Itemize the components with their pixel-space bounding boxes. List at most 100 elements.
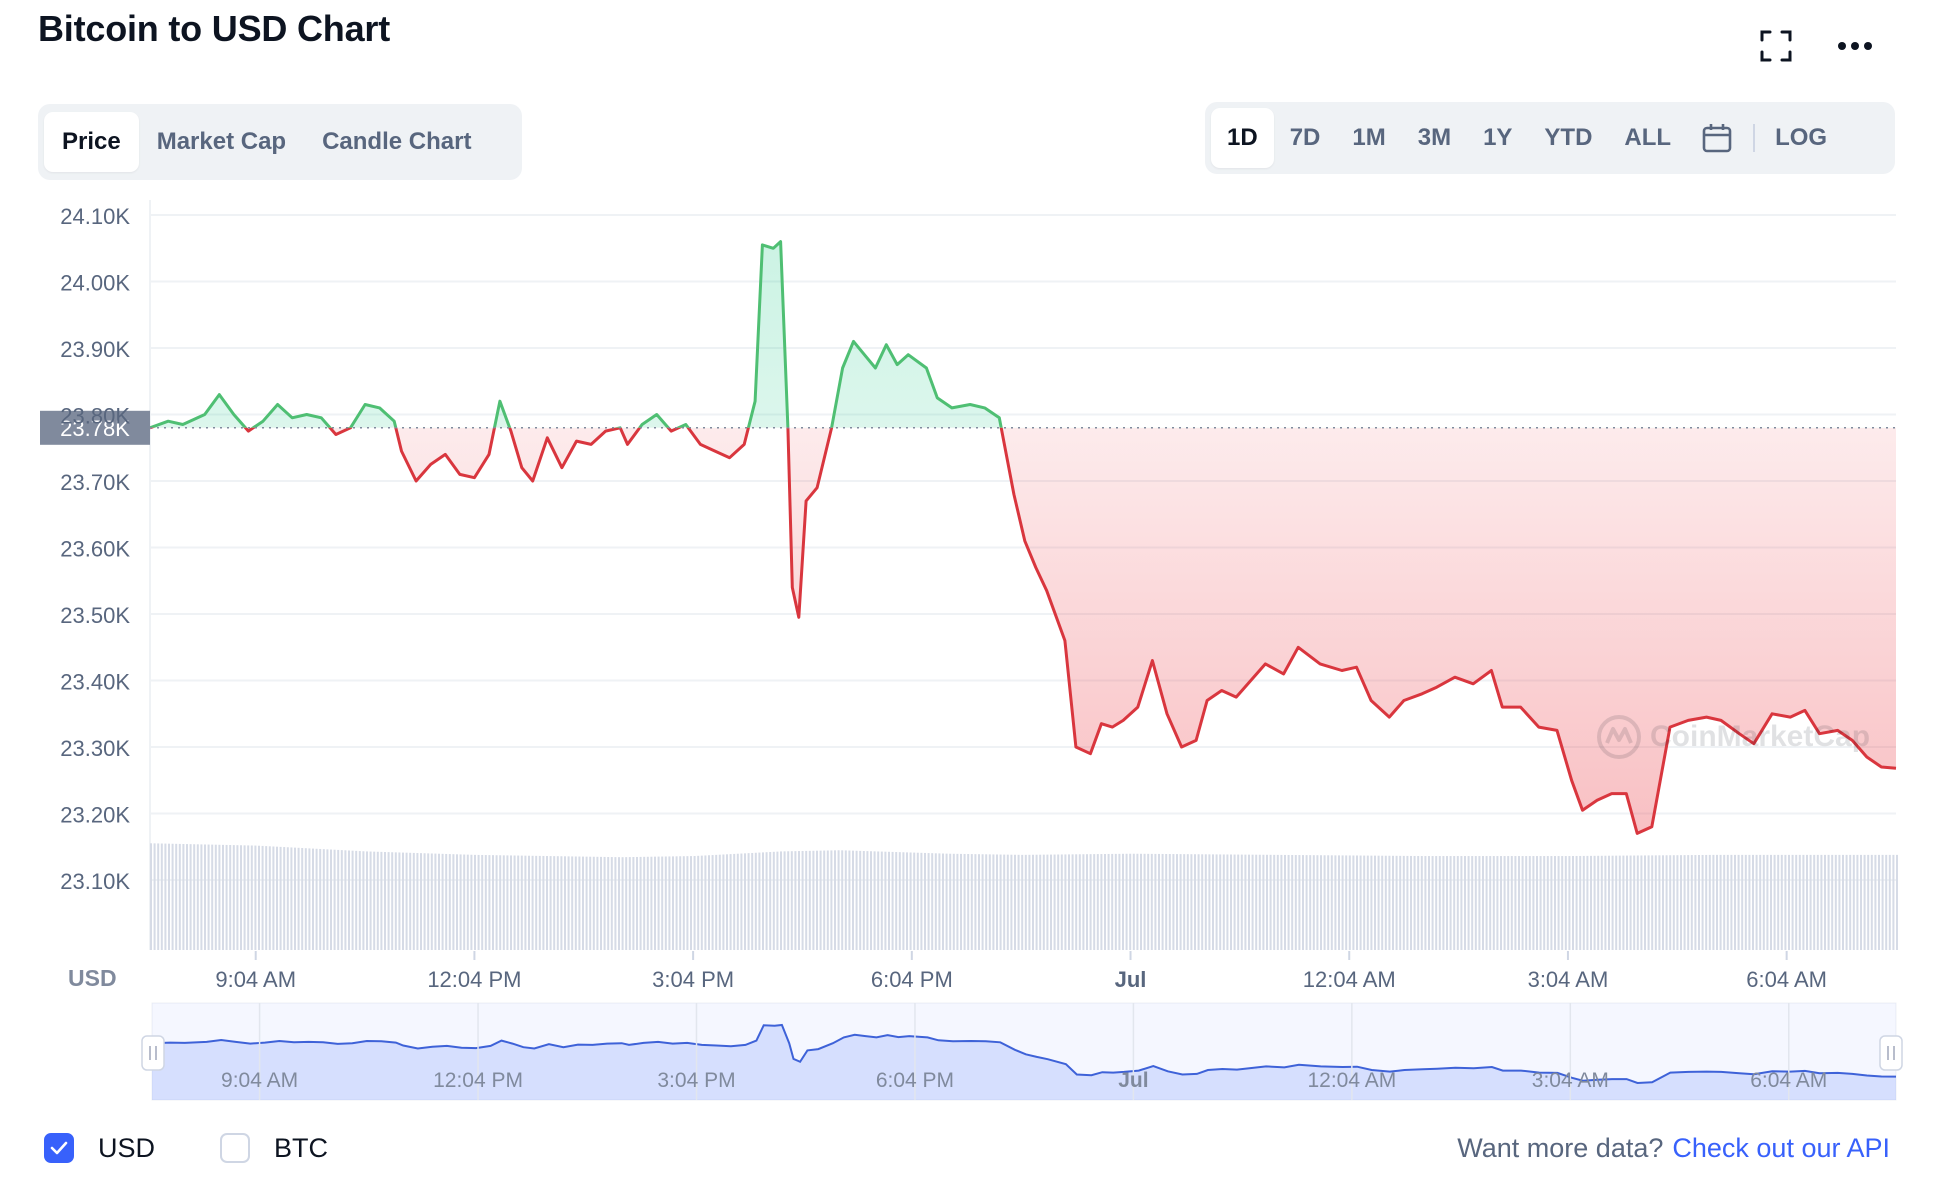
volume-bar xyxy=(1359,855,1362,950)
volume-bar xyxy=(1438,856,1441,950)
volume-bar xyxy=(1417,856,1420,950)
volume-bar xyxy=(492,855,494,950)
y-tick-label: 24.00K xyxy=(60,271,130,296)
more-horizontal-icon[interactable] xyxy=(1831,22,1879,70)
volume-bar xyxy=(286,847,289,950)
volume-bar xyxy=(312,848,314,950)
volume-bar xyxy=(463,854,466,950)
volume-bar xyxy=(801,850,804,950)
range-all[interactable]: ALL xyxy=(1624,124,1672,151)
volume-bar xyxy=(1334,855,1337,950)
range-7d[interactable]: 7D xyxy=(1289,124,1321,151)
volume-bar xyxy=(1744,854,1747,950)
log-toggle[interactable]: LOG xyxy=(1775,124,1828,151)
range-3m[interactable]: 3M xyxy=(1417,124,1452,151)
range-1y[interactable]: 1Y xyxy=(1483,124,1513,151)
x-tick-label: Jul xyxy=(1115,967,1147,992)
volume-bar xyxy=(1356,855,1358,950)
volume-bar xyxy=(1500,856,1502,950)
volume-bar xyxy=(416,853,419,950)
navigator-tick-label: Jul xyxy=(1118,1069,1148,1092)
volume-bar xyxy=(769,852,772,950)
volume-bar xyxy=(607,856,610,950)
btc-checkbox[interactable] xyxy=(220,1133,250,1163)
usd-checkbox[interactable] xyxy=(44,1133,74,1163)
volume-bar xyxy=(859,850,862,950)
volume-bar xyxy=(693,856,696,950)
volume-bar xyxy=(675,856,678,950)
volume-bar xyxy=(1514,856,1517,950)
range-1m[interactable]: 1M xyxy=(1352,124,1386,151)
volume-bar xyxy=(294,847,296,950)
volume-bar xyxy=(754,852,757,950)
y-axis: 24.10K 24.00K 23.90K 23.80K 23.70K 23.60K 23.5… xyxy=(60,204,130,894)
volume-bar xyxy=(1777,854,1780,950)
volume-bar xyxy=(297,847,300,950)
volume-bar xyxy=(956,853,959,950)
volume-bar xyxy=(1471,856,1474,950)
volume-bar xyxy=(1406,855,1409,950)
volume-bar xyxy=(1190,854,1193,950)
volume-bar xyxy=(1338,855,1340,950)
api-link[interactable]: Check out our API xyxy=(1672,1132,1890,1163)
volume-bar xyxy=(700,855,703,950)
volume-bar xyxy=(830,850,833,950)
volume-bar xyxy=(268,846,271,950)
tab-price[interactable]: Price xyxy=(44,112,139,172)
btc-toggle[interactable]: BTC xyxy=(220,1128,328,1168)
volume-bar xyxy=(747,853,750,950)
volume-bar xyxy=(1410,855,1412,950)
volume-bar xyxy=(1291,854,1294,950)
volume-bar xyxy=(1752,854,1754,950)
navigator-handle-left[interactable] xyxy=(141,1035,165,1071)
volume-bar xyxy=(398,852,401,950)
fullscreen-icon[interactable] xyxy=(1752,22,1800,70)
volume-bar xyxy=(582,856,584,950)
volume-bar xyxy=(168,843,170,950)
volume-bar xyxy=(164,843,167,950)
volume-bar xyxy=(1550,856,1553,950)
volume-bar xyxy=(441,853,444,950)
volume-bar xyxy=(243,845,246,950)
volume-bar xyxy=(1525,856,1528,950)
tab-market-cap[interactable]: Market Cap xyxy=(156,128,287,155)
volume-bar xyxy=(1665,855,1668,950)
volume-bar xyxy=(891,851,894,950)
usd-toggle[interactable]: USD xyxy=(44,1128,155,1168)
volume-bar xyxy=(1644,855,1646,950)
volume-bar xyxy=(366,851,368,950)
volume-bar xyxy=(1561,856,1564,950)
navigator-tick-label: 6:04 PM xyxy=(876,1069,954,1092)
price-chart[interactable]: 23.78K 24.10K 24.00K 23.90K 23.80K 23.70K 23.… xyxy=(0,0,1946,1110)
volume-bar xyxy=(1482,856,1484,950)
volume-bar xyxy=(920,852,923,950)
volume-bar xyxy=(1431,856,1434,950)
volume-bar xyxy=(232,845,235,950)
volume-bar xyxy=(1068,854,1070,950)
volume-bar xyxy=(1269,854,1272,950)
range-1d[interactable]: 1D xyxy=(1211,108,1274,168)
volume-bar xyxy=(1284,854,1286,950)
range-ytd[interactable]: YTD xyxy=(1544,124,1593,151)
calendar-icon[interactable] xyxy=(1687,108,1747,168)
volume-bar xyxy=(942,853,944,950)
tab-candle-chart[interactable]: Candle Chart xyxy=(322,128,472,155)
volume-bar xyxy=(1132,853,1135,950)
volume-bar xyxy=(1186,854,1189,950)
price-area-above xyxy=(150,241,1002,428)
navigator-handle-right[interactable] xyxy=(1879,1035,1903,1071)
volume-bar xyxy=(524,855,527,950)
volume-bar xyxy=(1093,854,1096,950)
volume-bar xyxy=(1878,854,1880,950)
volume-bar xyxy=(816,850,818,950)
volume-bar xyxy=(819,850,822,950)
y-tick-label: 23.20K xyxy=(60,803,130,828)
volume-bar xyxy=(1035,854,1038,950)
volume-bar xyxy=(1485,856,1488,950)
volume-bar xyxy=(1215,854,1218,950)
volume-bar xyxy=(394,852,397,950)
volume-bar xyxy=(1230,854,1232,950)
volume-bar xyxy=(1212,854,1214,950)
volume-bar xyxy=(1838,854,1841,950)
x-tick-label: 12:04 PM xyxy=(427,967,521,992)
